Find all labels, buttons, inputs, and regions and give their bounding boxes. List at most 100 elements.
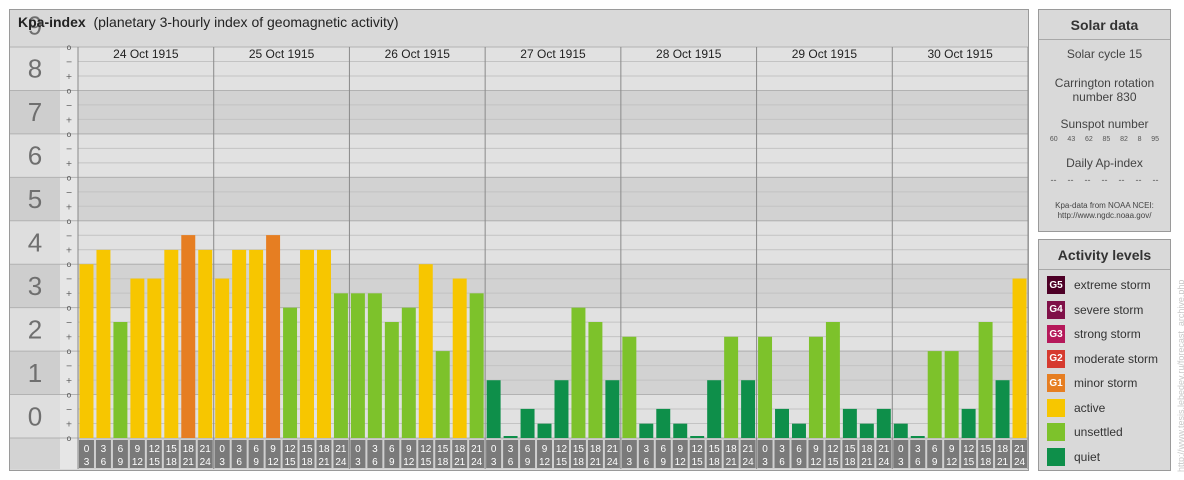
- hour-start-label: 9: [135, 444, 141, 455]
- kp-bar: [927, 351, 942, 438]
- hour-box: [452, 440, 468, 468]
- kp-bar: [367, 293, 382, 438]
- y-label-band: [10, 47, 60, 91]
- hour-start-label: 3: [779, 444, 785, 455]
- y-minor-tick-label: o: [67, 434, 72, 443]
- hour-end-label: 6: [508, 457, 514, 468]
- hour-box: [757, 440, 773, 468]
- kp-bar: [978, 322, 993, 438]
- sunspot-value-2: 62: [1084, 136, 1093, 143]
- y-label-band: [10, 90, 60, 134]
- kp-bar: [435, 351, 450, 438]
- kp-bar: [876, 408, 891, 438]
- level-swatch: [1047, 447, 1065, 466]
- activity-levels-panel: Activity levels G5 extreme storm G4 severe …: [1038, 239, 1171, 471]
- hour-box: [859, 440, 875, 468]
- kp-bar: [944, 351, 959, 438]
- sunspot-value-6: 95: [1151, 136, 1160, 143]
- y-label-band: [10, 264, 60, 308]
- hour-start-label: 18: [861, 444, 873, 455]
- y-minor-tick-label: +: [66, 72, 73, 81]
- y-minor-tick-label: +: [66, 246, 73, 255]
- y-minor-tick-label: +: [66, 376, 73, 385]
- level-swatch: G5: [1047, 276, 1065, 294]
- kp-bar: [350, 293, 365, 438]
- level-item-extreme-storm: G5 extreme storm: [1047, 276, 1151, 294]
- kp-bar: [961, 408, 976, 438]
- hour-start-label: 18: [997, 444, 1009, 455]
- hour-box: [927, 440, 943, 468]
- hour-end-label: 3: [762, 457, 768, 468]
- y-minor-tick-label: −: [66, 275, 73, 284]
- level-item-strong-storm: G3 strong storm: [1047, 325, 1141, 343]
- hour-box: [1012, 440, 1027, 468]
- noaa-note-link[interactable]: http://www.ngdc.noaa.gov/: [1057, 211, 1152, 220]
- y-minor-tick-label: o: [67, 217, 72, 226]
- kp-bar: [384, 322, 399, 438]
- hour-box: [248, 440, 264, 468]
- carrington-line-1: Carrington rotation: [1054, 76, 1155, 90]
- hour-start-label: 9: [406, 444, 412, 455]
- chart-title: Kpa-index (planetary 3-hourly index of g…: [18, 14, 399, 30]
- kp-bar: [588, 322, 603, 438]
- kp-bar: [859, 423, 874, 438]
- hour-start-label: 3: [372, 444, 378, 455]
- hour-start-label: 6: [660, 444, 666, 455]
- hour-end-label: 12: [946, 457, 958, 468]
- hour-start-label: 9: [949, 444, 955, 455]
- hour-box: [299, 440, 315, 468]
- kp-bar: [520, 408, 535, 438]
- kp-bar: [724, 336, 739, 438]
- y-tick-label: 1: [28, 358, 42, 388]
- chart-subtitle: (planetary 3-hourly index of geomagnetic…: [93, 14, 399, 30]
- hour-start-label: 0: [627, 444, 633, 455]
- hour-end-label: 9: [932, 457, 938, 468]
- hour-start-label: 3: [915, 444, 921, 455]
- level-swatch: G4: [1047, 300, 1065, 319]
- kp-bar: [995, 380, 1010, 438]
- ap-value-1: --: [1067, 175, 1074, 185]
- hour-box: [146, 440, 162, 468]
- kpa-chart-panel: 0 1 2 3 4 5 6 7 8 9 o + − o + − o + − o + − o + − o + − o + − o + − o + − o 24…: [9, 9, 1029, 471]
- hour-start-label: 15: [844, 444, 856, 455]
- hour-end-label: 21: [590, 457, 602, 468]
- hour-box: [604, 440, 620, 468]
- y-minor-tick-label: o: [67, 347, 72, 356]
- level-swatch: G3: [1047, 325, 1065, 343]
- hour-start-label: 15: [573, 444, 585, 455]
- hour-box: [910, 440, 926, 468]
- level-label: unsettled: [1074, 425, 1123, 439]
- hour-end-label: 12: [539, 457, 551, 468]
- kp-bar: [401, 307, 416, 438]
- hour-end-label: 6: [236, 457, 242, 468]
- source-watermark: http://www.tesis.lebedev.ru/forecast_arc…: [1176, 279, 1184, 472]
- hour-box: [469, 440, 485, 468]
- kp-bar: [893, 423, 908, 438]
- carrington-line-2: number 830: [1072, 90, 1137, 104]
- hour-end-label: 15: [149, 457, 161, 468]
- hour-box: [723, 440, 739, 468]
- hour-start-label: 3: [644, 444, 650, 455]
- chart-title-main: Kpa-index: [18, 14, 86, 30]
- hour-end-label: 12: [268, 457, 280, 468]
- kp-bar: [130, 278, 145, 438]
- hour-end-label: 9: [253, 457, 259, 468]
- level-swatch: [1047, 423, 1065, 441]
- kp-bar: [317, 249, 331, 438]
- hour-box: [537, 440, 552, 468]
- day-label: 28 Oct 1915: [656, 47, 722, 61]
- ap-index-values: -- -- -- -- -- -- --: [1039, 175, 1170, 185]
- hour-end-label: 21: [454, 457, 466, 468]
- sunspot-label: Sunspot number: [1060, 117, 1149, 131]
- y-label-band: [10, 307, 60, 352]
- hour-end-label: 24: [200, 457, 212, 468]
- hour-end-label: 6: [915, 457, 921, 468]
- hour-box: [570, 440, 586, 468]
- y-minor-tick-label: o: [67, 86, 72, 95]
- hour-end-label: 18: [980, 457, 992, 468]
- y-label-band: [10, 177, 60, 221]
- day-label: 26 Oct 1915: [385, 47, 451, 61]
- hour-end-label: 24: [335, 457, 347, 468]
- hour-start-label: 0: [355, 444, 361, 455]
- hour-start-label: 12: [149, 444, 161, 455]
